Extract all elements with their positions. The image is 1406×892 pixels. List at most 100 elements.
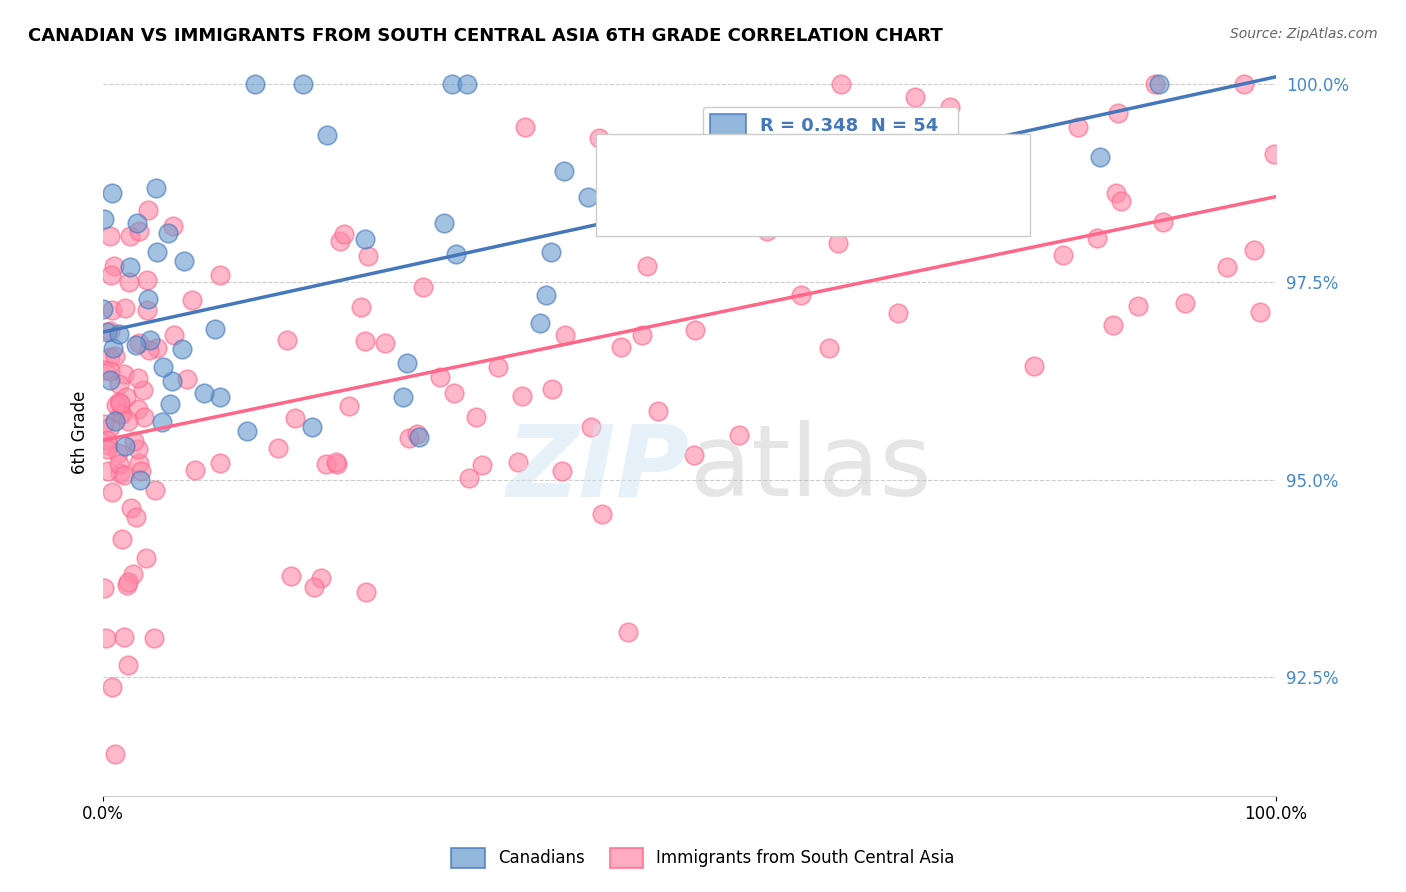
Immigrants from South Central Asia <box>98 364 121 378</box>
Immigrants from South Central Asia <box>284 411 307 425</box>
Immigrants from South Central Asia <box>94 631 117 645</box>
Immigrants from South Central Asia <box>112 630 135 644</box>
Immigrants from South Central Asia <box>617 625 640 640</box>
Immigrants from South Central Asia <box>1085 231 1108 245</box>
Immigrants from South Central Asia <box>350 301 373 315</box>
Canadians <box>136 292 159 306</box>
Immigrants from South Central Asia <box>127 371 149 385</box>
Immigrants from South Central Asia <box>111 532 134 546</box>
Canadians <box>576 190 599 204</box>
Immigrants from South Central Asia <box>111 407 134 421</box>
Canadians <box>156 227 179 241</box>
Immigrants from South Central Asia <box>107 446 129 460</box>
Canadians <box>209 390 232 404</box>
Immigrants from South Central Asia <box>1263 146 1285 161</box>
Immigrants from South Central Asia <box>756 225 779 239</box>
Immigrants from South Central Asia <box>949 178 972 193</box>
Immigrants from South Central Asia <box>128 456 150 470</box>
Immigrants from South Central Asia <box>630 327 652 342</box>
Canadians <box>204 321 226 335</box>
Immigrants from South Central Asia <box>93 581 115 595</box>
Immigrants from South Central Asia <box>93 417 115 432</box>
Immigrants from South Central Asia <box>135 302 157 317</box>
Canadians <box>291 78 314 92</box>
Immigrants from South Central Asia <box>1067 120 1090 134</box>
Canadians <box>139 333 162 347</box>
Immigrants from South Central Asia <box>97 464 120 478</box>
Immigrants from South Central Asia <box>135 551 157 566</box>
Immigrants from South Central Asia <box>887 306 910 320</box>
Text: Source: ZipAtlas.com: Source: ZipAtlas.com <box>1230 27 1378 41</box>
Immigrants from South Central Asia <box>132 384 155 398</box>
Canadians <box>103 341 125 355</box>
Legend: R = 0.348  N = 54, R = 0.431  N = 140: R = 0.348 N = 54, R = 0.431 N = 140 <box>703 107 957 174</box>
Immigrants from South Central Asia <box>110 466 132 480</box>
Immigrants from South Central Asia <box>105 398 128 412</box>
Canadians <box>444 247 467 261</box>
Immigrants from South Central Asia <box>104 349 127 363</box>
Immigrants from South Central Asia <box>120 500 142 515</box>
Immigrants from South Central Asia <box>1174 295 1197 310</box>
Legend: Canadians, Immigrants from South Central Asia: Canadians, Immigrants from South Central… <box>444 841 962 875</box>
Canadians <box>315 128 337 142</box>
Canadians <box>108 327 131 342</box>
Canadians <box>125 216 148 230</box>
Immigrants from South Central Asia <box>904 89 927 103</box>
Immigrants from South Central Asia <box>617 202 640 217</box>
Immigrants from South Central Asia <box>128 336 150 351</box>
Immigrants from South Central Asia <box>143 483 166 497</box>
Immigrants from South Central Asia <box>1128 299 1150 313</box>
Immigrants from South Central Asia <box>610 340 633 354</box>
Immigrants from South Central Asia <box>100 325 122 339</box>
Canadians <box>146 244 169 259</box>
Immigrants from South Central Asia <box>515 120 537 134</box>
Immigrants from South Central Asia <box>118 228 141 243</box>
Y-axis label: 6th Grade: 6th Grade <box>72 391 89 474</box>
Immigrants from South Central Asia <box>683 323 706 337</box>
Immigrants from South Central Asia <box>326 457 349 471</box>
Canadians <box>243 78 266 92</box>
Immigrants from South Central Asia <box>1102 318 1125 333</box>
Immigrants from South Central Asia <box>138 343 160 357</box>
Immigrants from South Central Asia <box>115 390 138 404</box>
Immigrants from South Central Asia <box>208 268 231 283</box>
Canadians <box>124 338 146 352</box>
Canadians <box>433 216 456 230</box>
Immigrants from South Central Asia <box>356 249 378 263</box>
Immigrants from South Central Asia <box>683 448 706 462</box>
Canadians <box>159 397 181 411</box>
Canadians <box>408 430 430 444</box>
Immigrants from South Central Asia <box>101 680 124 694</box>
Immigrants from South Central Asia <box>97 438 120 452</box>
Immigrants from South Central Asia <box>398 431 420 445</box>
Immigrants from South Central Asia <box>108 407 131 421</box>
Immigrants from South Central Asia <box>1216 260 1239 275</box>
Immigrants from South Central Asia <box>588 131 610 145</box>
Immigrants from South Central Asia <box>145 341 167 355</box>
Immigrants from South Central Asia <box>96 442 118 456</box>
Immigrants from South Central Asia <box>117 414 139 428</box>
Immigrants from South Central Asia <box>103 259 125 273</box>
Immigrants from South Central Asia <box>1152 215 1174 229</box>
Canadians <box>1088 150 1111 164</box>
Immigrants from South Central Asia <box>1105 186 1128 201</box>
Immigrants from South Central Asia <box>107 457 129 471</box>
Immigrants from South Central Asia <box>315 457 337 471</box>
Canadians <box>162 375 184 389</box>
Immigrants from South Central Asia <box>108 396 131 410</box>
Immigrants from South Central Asia <box>405 427 427 442</box>
Immigrants from South Central Asia <box>98 229 121 244</box>
Immigrants from South Central Asia <box>636 259 658 273</box>
Immigrants from South Central Asia <box>541 382 564 396</box>
Immigrants from South Central Asia <box>118 275 141 289</box>
Immigrants from South Central Asia <box>353 334 375 348</box>
Canadians <box>529 316 551 330</box>
Immigrants from South Central Asia <box>125 510 148 524</box>
FancyBboxPatch shape <box>596 134 1029 235</box>
Immigrants from South Central Asia <box>136 202 159 217</box>
Immigrants from South Central Asia <box>647 404 669 418</box>
Canadians <box>354 231 377 245</box>
Canadians <box>91 301 114 316</box>
Immigrants from South Central Asia <box>337 399 360 413</box>
Immigrants from South Central Asia <box>280 569 302 583</box>
